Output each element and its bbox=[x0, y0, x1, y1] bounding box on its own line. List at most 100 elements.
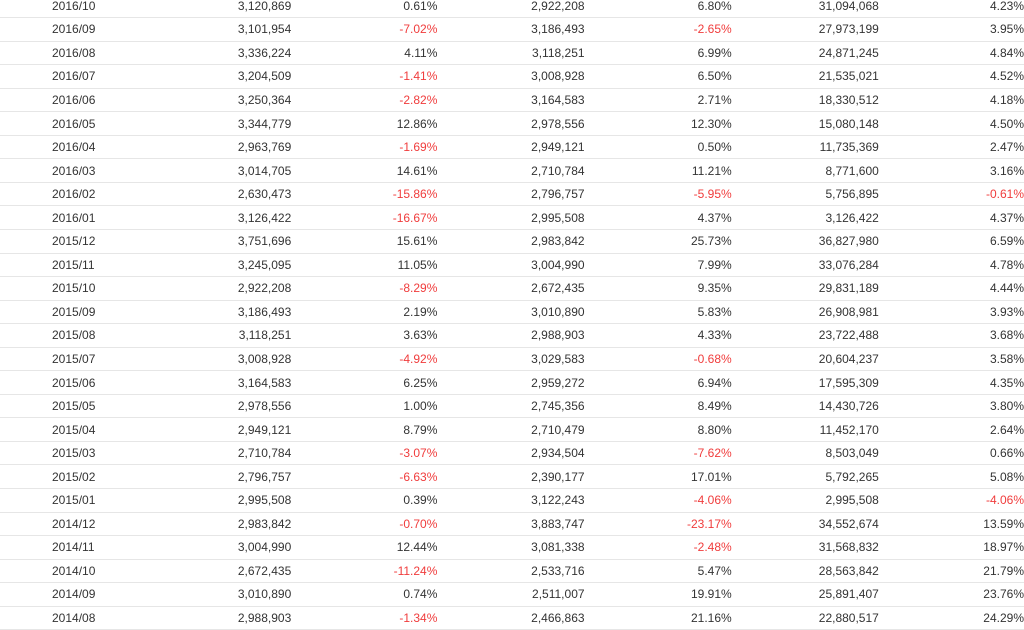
month-cell: 2016/09 bbox=[52, 22, 96, 37]
cumulative-change-cell: 4.35% bbox=[989, 375, 1024, 390]
value-b-cell: 2,466,863 bbox=[531, 610, 585, 625]
cumulative-change-cell: 3.68% bbox=[989, 328, 1024, 343]
cumulative-change-cell: 4.78% bbox=[989, 257, 1024, 272]
value-a-cell: 2,963,769 bbox=[237, 140, 292, 155]
cumulative-cell: 21,535,021 bbox=[818, 69, 879, 84]
cumulative-cell: 26,908,981 bbox=[818, 304, 879, 319]
change-b-cell: 9.35% bbox=[697, 281, 732, 296]
cumulative-change-cell: 4.44% bbox=[989, 281, 1024, 296]
value-a-cell: 2,922,208 bbox=[237, 281, 292, 296]
value-b-cell: 3,010,890 bbox=[531, 304, 585, 319]
value-b-cell: 2,745,356 bbox=[531, 399, 585, 414]
table-row: 2016/08 3,336,224 4.11% 3,118,251 6.99% 24,87… bbox=[0, 41, 1024, 65]
value-b-cell: 3,081,338 bbox=[531, 540, 585, 555]
value-a-cell: 2,995,508 bbox=[237, 493, 292, 508]
change-a-cell: 12.86% bbox=[396, 116, 438, 131]
change-a-cell: 4.11% bbox=[404, 45, 438, 60]
value-b-cell: 2,533,716 bbox=[531, 563, 585, 578]
month-cell: 2016/07 bbox=[52, 69, 96, 84]
cumulative-cell: 18,330,512 bbox=[818, 92, 879, 107]
change-b-cell: -0.68% bbox=[693, 351, 732, 366]
value-a-cell: 2,983,842 bbox=[237, 516, 292, 531]
change-b-cell: 21.16% bbox=[690, 610, 732, 625]
cumulative-cell: 11,452,170 bbox=[819, 422, 879, 437]
cumulative-change-cell: 4.52% bbox=[989, 69, 1024, 84]
table-row: 2015/02 2,796,757 -6.63% 2,390,177 17.01% 5,7… bbox=[0, 465, 1024, 489]
cumulative-cell: 36,827,980 bbox=[818, 234, 879, 249]
change-a-cell: -1.34% bbox=[399, 610, 438, 625]
change-b-cell: 5.83% bbox=[697, 304, 732, 319]
cumulative-cell: 25,891,407 bbox=[818, 587, 879, 602]
value-b-cell: 3,004,990 bbox=[531, 257, 585, 272]
month-cell: 2016/06 bbox=[52, 92, 96, 107]
month-cell: 2014/10 bbox=[52, 563, 96, 578]
cumulative-cell: 5,792,265 bbox=[825, 469, 879, 484]
change-a-cell: -7.02% bbox=[399, 22, 438, 37]
value-b-cell: 2,922,208 bbox=[531, 0, 585, 13]
change-a-cell: 11.05% bbox=[397, 257, 438, 272]
value-a-cell: 3,164,583 bbox=[237, 375, 292, 390]
value-b-cell: 2,796,757 bbox=[531, 187, 585, 202]
cumulative-cell: 11,735,369 bbox=[819, 140, 879, 155]
value-a-cell: 3,751,696 bbox=[237, 234, 292, 249]
change-a-cell: -16.67% bbox=[392, 210, 438, 225]
change-a-cell: -6.63% bbox=[399, 469, 438, 484]
cumulative-change-cell: 3.93% bbox=[989, 304, 1024, 319]
change-b-cell: 8.49% bbox=[697, 399, 732, 414]
month-cell: 2016/04 bbox=[52, 140, 96, 155]
cumulative-cell: 3,126,422 bbox=[825, 210, 879, 225]
cumulative-cell: 17,595,309 bbox=[818, 375, 879, 390]
value-b-cell: 2,988,903 bbox=[531, 328, 585, 343]
value-a-cell: 3,204,509 bbox=[237, 69, 292, 84]
cumulative-change-cell: 4.84% bbox=[989, 45, 1024, 60]
table-row: 2016/03 3,014,705 14.61% 2,710,784 11.21% 8,7… bbox=[0, 159, 1024, 183]
value-a-cell: 2,710,784 bbox=[237, 446, 292, 461]
table-row: 2016/04 2,963,769 -1.69% 2,949,121 0.50% 11,7… bbox=[0, 135, 1024, 159]
value-a-cell: 3,250,364 bbox=[237, 92, 292, 107]
cumulative-change-cell: 3.16% bbox=[989, 163, 1024, 178]
change-a-cell: 0.39% bbox=[403, 493, 438, 508]
value-a-cell: 2,949,121 bbox=[237, 422, 292, 437]
value-a-cell: 2,630,473 bbox=[237, 187, 292, 202]
cumulative-cell: 2,995,508 bbox=[825, 493, 879, 508]
month-cell: 2016/05 bbox=[52, 116, 96, 131]
change-b-cell: 4.37% bbox=[697, 210, 732, 225]
month-cell: 2015/12 bbox=[52, 234, 96, 249]
value-a-cell: 3,186,493 bbox=[237, 304, 292, 319]
value-b-cell: 2,934,504 bbox=[531, 446, 585, 461]
cumulative-change-cell: 21.79% bbox=[983, 563, 1024, 578]
cumulative-cell: 8,771,600 bbox=[825, 163, 879, 178]
change-b-cell: -4.06% bbox=[693, 493, 732, 508]
value-b-cell: 2,390,177 bbox=[531, 469, 585, 484]
change-a-cell: 15.61% bbox=[396, 234, 438, 249]
change-a-cell: -15.86% bbox=[392, 187, 438, 202]
change-a-cell: -1.41% bbox=[399, 69, 438, 84]
month-cell: 2016/02 bbox=[52, 187, 96, 202]
table-row: 2016/06 3,250,364 -2.82% 3,164,583 2.71% 18,3… bbox=[0, 88, 1024, 112]
cumulative-change-cell: -0.61% bbox=[985, 187, 1024, 202]
value-a-cell: 3,120,869 bbox=[237, 0, 292, 13]
month-cell: 2016/01 bbox=[52, 210, 96, 225]
month-cell: 2015/06 bbox=[52, 375, 96, 390]
cumulative-cell: 33,076,284 bbox=[818, 257, 879, 272]
change-b-cell: 25.73% bbox=[690, 234, 732, 249]
cumulative-cell: 5,756,895 bbox=[825, 187, 879, 202]
change-b-cell: 7.99% bbox=[697, 257, 732, 272]
change-b-cell: 6.50% bbox=[697, 69, 732, 84]
value-b-cell: 2,710,479 bbox=[531, 422, 585, 437]
month-cell: 2014/08 bbox=[52, 610, 96, 625]
change-b-cell: 12.30% bbox=[690, 116, 732, 131]
value-b-cell: 2,511,007 bbox=[532, 587, 585, 602]
cumulative-change-cell: 3.95% bbox=[989, 22, 1024, 37]
cumulative-cell: 24,871,245 bbox=[818, 45, 879, 60]
table-row: 2016/07 3,204,509 -1.41% 3,008,928 6.50% 21,5… bbox=[0, 65, 1024, 89]
cumulative-change-cell: 4.23% bbox=[989, 0, 1024, 13]
month-cell: 2015/09 bbox=[52, 304, 96, 319]
table-row: 2015/11 3,245,095 11.05% 3,004,990 7.99% 33,0… bbox=[0, 253, 1024, 277]
cumulative-change-cell: 24.29% bbox=[983, 610, 1024, 625]
cumulative-change-cell: 13.59% bbox=[983, 516, 1024, 531]
change-b-cell: -5.95% bbox=[693, 187, 732, 202]
value-b-cell: 2,672,435 bbox=[531, 281, 585, 296]
table-row: 2015/10 2,922,208 -8.29% 2,672,435 9.35% 29,8… bbox=[0, 277, 1024, 301]
value-b-cell: 2,959,272 bbox=[531, 375, 585, 390]
